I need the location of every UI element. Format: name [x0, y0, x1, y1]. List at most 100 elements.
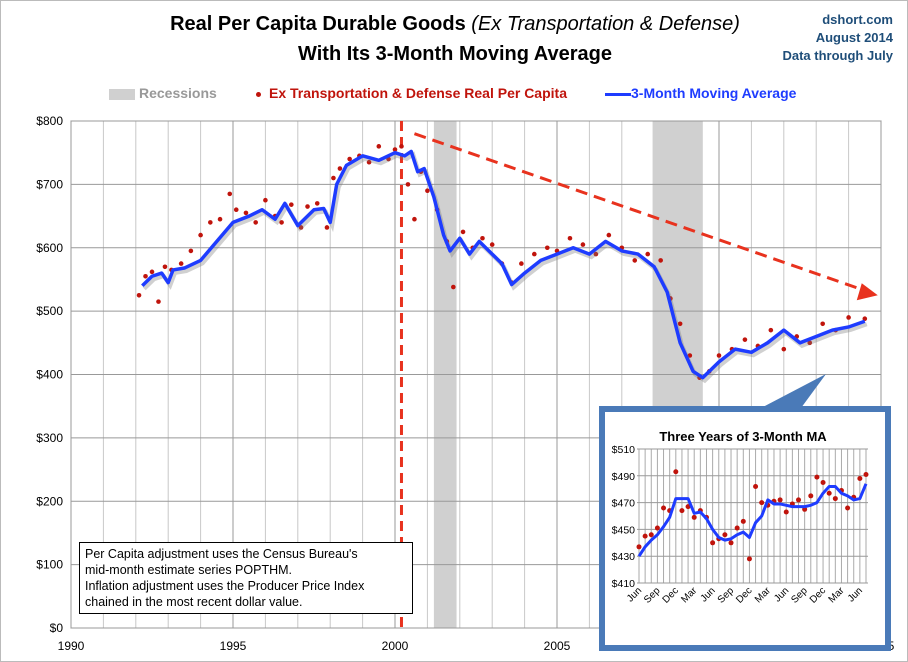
- data-point: [279, 220, 284, 225]
- data-point: [846, 315, 851, 320]
- inset-data-point: [753, 484, 759, 490]
- inset-y-tick-label: $410: [612, 578, 636, 590]
- data-point: [178, 261, 184, 266]
- data-point: [263, 197, 268, 203]
- data-point: [425, 188, 430, 194]
- data-point: [580, 242, 586, 247]
- chart-title-line1: Real Per Capita Durable Goods (Ex Transp…: [1, 13, 907, 36]
- y-tick-label: $800: [36, 114, 63, 128]
- chart-title-line2: With Its 3-Month Moving Average: [298, 43, 612, 65]
- inset-data-point: [832, 496, 838, 502]
- data-point: [149, 269, 155, 275]
- data-point: [337, 166, 343, 171]
- data-point: [781, 346, 787, 352]
- y-tick-label: $0: [50, 621, 64, 635]
- inset-data-point: [691, 514, 697, 520]
- data-point: [405, 182, 411, 187]
- data-point: [305, 204, 310, 209]
- y-tick-label: $100: [36, 558, 63, 572]
- ma-line: [141, 149, 866, 380]
- data-point: [217, 216, 223, 222]
- inset-data-point: [654, 525, 660, 531]
- data-point: [593, 251, 599, 257]
- data-point: [632, 258, 638, 263]
- inset-data-point: [814, 474, 820, 480]
- title-main: Real Per Capita Durable Goods: [170, 13, 472, 35]
- data-point: [253, 220, 258, 225]
- data-point: [298, 225, 304, 230]
- inset-data-point: [728, 540, 734, 546]
- data-point: [227, 191, 233, 197]
- x-tick-label: 2005: [544, 639, 571, 653]
- data-point: [460, 229, 466, 235]
- inset-data-point: [796, 497, 802, 503]
- data-point: [544, 245, 550, 251]
- source-date: August 2014: [815, 30, 893, 45]
- data-point: [198, 232, 203, 238]
- source-data-through: Data through July: [782, 48, 893, 63]
- inset-y-tick-label: $430: [612, 551, 636, 563]
- data-point: [376, 144, 382, 149]
- inset-data-point: [845, 505, 851, 511]
- inset-y-tick-label: $510: [612, 444, 636, 456]
- y-tick-label: $200: [36, 494, 63, 508]
- data-point: [143, 273, 148, 279]
- data-point: [567, 235, 573, 241]
- inset-data-point: [710, 540, 716, 546]
- data-point: [480, 235, 485, 241]
- data-point: [233, 207, 239, 213]
- callout-pointer: [761, 374, 826, 408]
- x-tick-label: 1990: [58, 639, 85, 653]
- inset-ma-line: [637, 483, 868, 558]
- data-point: [324, 225, 330, 230]
- data-point: [156, 299, 161, 304]
- data-point: [606, 232, 612, 238]
- inset-data-point: [734, 525, 740, 531]
- data-point: [451, 284, 456, 290]
- source-site: dshort.com: [822, 12, 893, 27]
- data-point: [489, 242, 495, 247]
- inset-data-point: [746, 556, 752, 562]
- note-line: mid-month estimate series POPTHM.: [85, 563, 292, 577]
- data-point: [347, 156, 352, 162]
- inset-data-point: [857, 475, 863, 481]
- trend-arrow-line: [413, 132, 871, 294]
- inset-y-tick-label: $470: [612, 498, 636, 510]
- data-point: [289, 202, 294, 207]
- methodology-note: Per Capita adjustment uses the Census Bu…: [79, 542, 413, 614]
- data-point: [331, 175, 336, 181]
- inset-data-point: [722, 532, 728, 538]
- y-tick-label: $300: [36, 431, 63, 445]
- inset-data-point: [648, 532, 654, 538]
- data-point: [314, 201, 320, 206]
- inset-data-point: [783, 509, 789, 515]
- inset-y-tick-label: $490: [612, 471, 636, 483]
- data-point: [412, 216, 417, 222]
- recession-swatch: [109, 88, 135, 100]
- inset-data-point: [636, 544, 642, 550]
- data-point: [243, 210, 249, 216]
- data-point: [645, 251, 651, 257]
- y-tick-label: $500: [36, 304, 63, 318]
- note-line: Inflation adjustment uses the Producer P…: [85, 579, 365, 593]
- inset-data-point: [820, 480, 826, 485]
- data-point: [519, 261, 524, 266]
- inset-data-point: [808, 493, 814, 499]
- legend-label: Recessions: [139, 85, 217, 101]
- inset-data-point: [679, 508, 685, 514]
- dot-swatch: [256, 91, 261, 97]
- note-line: chained in the most recent dollar value.: [85, 595, 303, 609]
- inset-data-point: [759, 500, 765, 506]
- data-point: [532, 251, 537, 257]
- inset-y-tick-label: $450: [612, 524, 636, 536]
- note-line: Per Capita adjustment uses the Census Bu…: [85, 547, 358, 561]
- legend-recessions: Recessions: [109, 85, 217, 101]
- inset-data-point: [673, 469, 679, 475]
- ma-line-shadow: [142, 151, 868, 384]
- inset-data-point: [826, 490, 832, 496]
- legend-label: Ex Transportation & Defense Real Per Cap…: [269, 85, 567, 101]
- data-point: [658, 258, 663, 263]
- title-italic: (Ex Transportation & Defense): [471, 13, 740, 35]
- legend-label: 3-Month Moving Average: [631, 85, 797, 101]
